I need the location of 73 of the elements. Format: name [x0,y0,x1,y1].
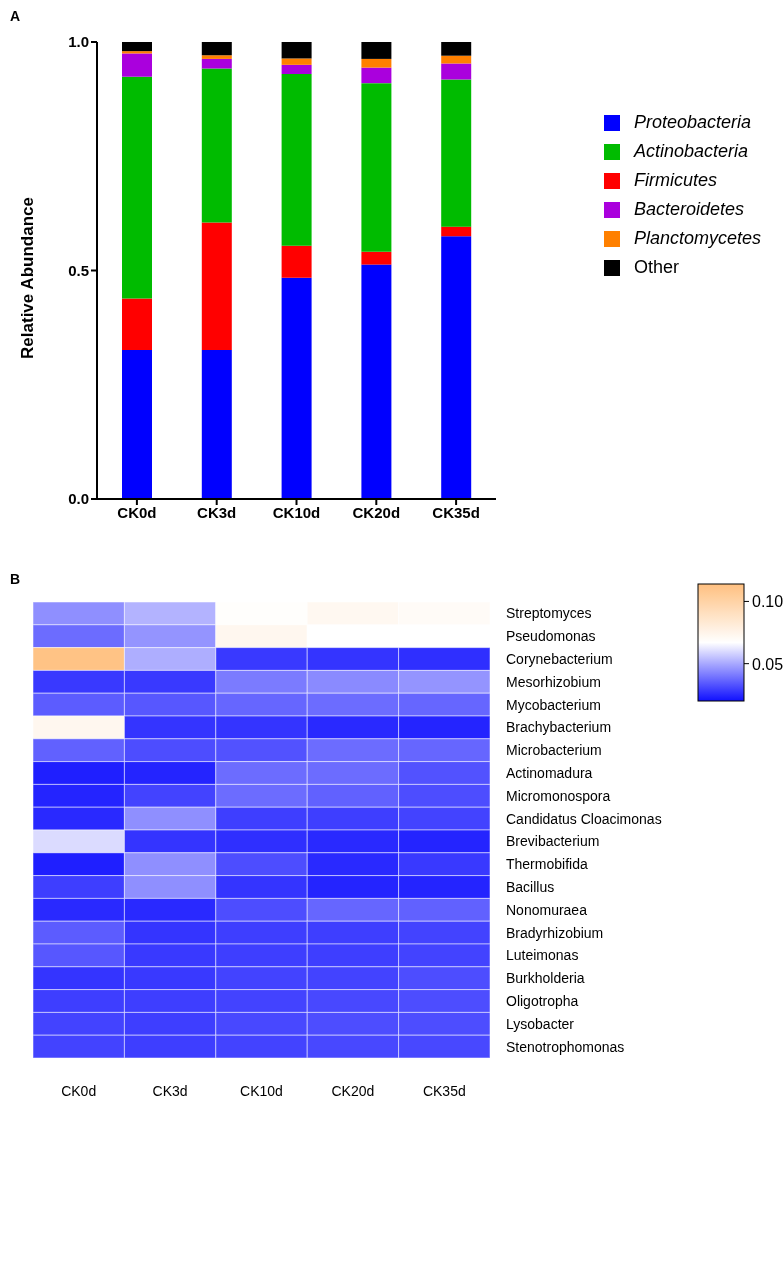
bar [201,68,232,223]
y-tick-label: Pseudomonas [506,628,596,645]
y-tick-label: Bacillus [506,879,555,895]
y-tick-label: Bradyrhizobium [506,924,604,941]
y-tick-label: 1.0 [68,33,89,51]
bar [281,58,312,65]
bar [361,58,392,68]
bar [201,350,232,499]
y-tick-label: Oligotropha [506,993,579,1009]
x-tick-label: CK20d [352,503,401,521]
bar [281,64,312,74]
y-tick-label: Microbacterium [506,742,602,759]
bar [122,298,152,351]
bar [361,42,392,59]
bar [201,222,232,351]
bar [281,42,312,59]
bar [122,350,152,499]
legend-label: Actinobacteria [634,141,749,162]
legend-label: Other [634,257,680,278]
y-tick-label: 0.0 [68,490,89,508]
bar [361,264,392,499]
bar [122,76,152,299]
y-tick-label: Brevibacterium [506,833,600,850]
y-tick-label: Thermobifida [506,856,588,873]
bar [281,277,312,499]
y-tick-label: Micromonospora [506,787,611,804]
x-tick-label: CK3d [152,1083,188,1099]
bar [281,73,312,246]
bar [441,63,472,80]
bar [441,236,472,499]
x-tick-label: CK10d [240,1083,283,1099]
y-tick-label: Actinomadura [506,765,593,781]
y-tick-label: Corynebacterium [506,651,613,667]
y-tick-label: Luteimonas [506,947,579,964]
bar [441,55,472,64]
bar [361,251,392,265]
y-tick-label: Stenotrophomonas [506,1038,625,1055]
x-tick-label: CK3d [197,503,237,521]
y-tick-label: Mycobacterium [506,696,601,713]
legend-label: Bacteroidetes [634,199,745,220]
bar [441,79,472,227]
y-tick-label: Candidatus Cloacimonas [506,810,662,827]
y-tick-label: 0.5 [68,261,89,279]
chart-title: B [10,571,21,587]
bar [281,245,312,278]
bar [201,42,232,56]
y-axis-title: Relative Abundance [18,197,38,359]
chart-title: A [10,8,21,24]
color-bar-label: 0.05 [752,655,784,673]
y-tick-label: Lysobacter [506,1015,575,1032]
bar [122,53,152,77]
color-bar-label: 0.10 [752,593,784,611]
y-tick-label: Burkholderia [506,970,585,987]
bar [441,42,472,56]
bar [441,226,472,237]
x-tick-label: CK0d [61,1083,97,1099]
legend-label: Firmicutes [634,170,718,191]
bar [201,58,232,69]
x-tick-label: CK10d [272,503,321,521]
y-tick-label: Nonomuraea [506,901,588,918]
bar [122,42,152,52]
legend-label: Planctomycetes [634,228,762,249]
x-tick-label: CK0d [117,503,157,521]
legend-label: Proteobacteria [634,112,752,133]
bar [201,55,232,59]
y-tick-label: Streptomyces [506,605,592,622]
y-tick-label: Brachybacterium [506,719,612,736]
bar [361,67,392,84]
x-tick-label: CK35d [422,1083,466,1099]
x-tick-label: CK20d [331,1083,375,1099]
x-tick-label: CK35d [432,503,480,521]
bar [361,83,392,252]
y-tick-label: Mesorhizobium [506,673,601,690]
